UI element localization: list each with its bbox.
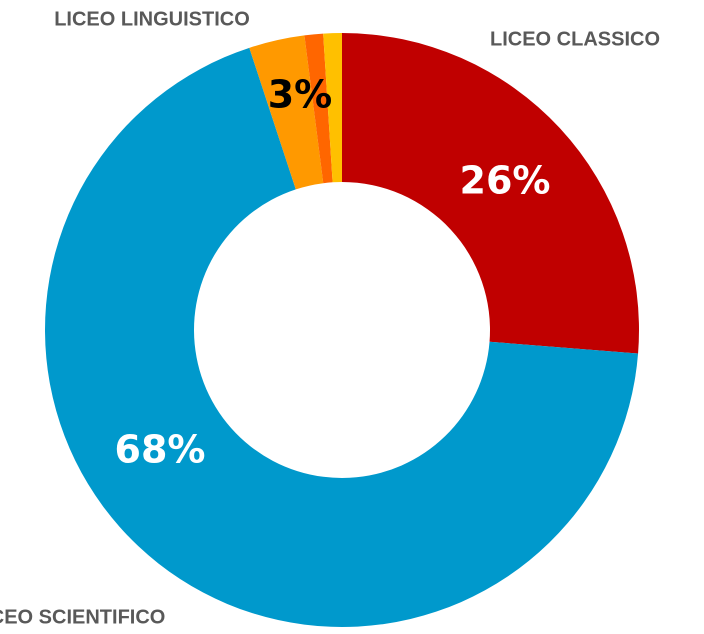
category-label: LICEO LINGUISTICO — [54, 8, 250, 30]
category-label: LICEO SCIENTIFICO — [0, 606, 165, 628]
value-label: 3% — [268, 73, 333, 117]
donut-slice — [44, 47, 639, 628]
donut-slice — [323, 33, 342, 183]
category-label: LICEO CLASSICO — [490, 28, 660, 50]
value-label: 26% — [460, 159, 551, 203]
value-label: 68% — [115, 428, 206, 472]
donut-slice — [249, 35, 324, 190]
donut-slice — [342, 33, 639, 354]
donut-slice — [304, 33, 333, 184]
